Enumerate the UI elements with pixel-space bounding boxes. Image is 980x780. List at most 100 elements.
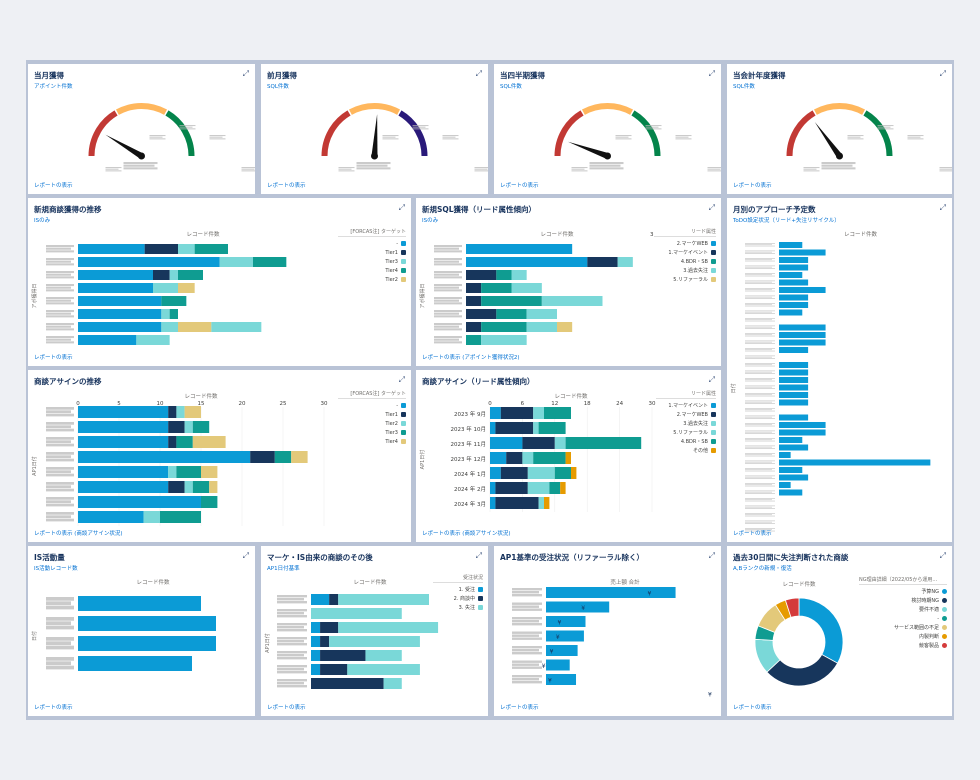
obscured-label-line	[46, 315, 74, 318]
legend-item[interactable]: -	[859, 614, 947, 623]
obscured-label-line	[877, 128, 894, 130]
chart-axis-title: レコード件数	[782, 580, 816, 588]
expand-icon[interactable]: ⤢	[398, 375, 405, 384]
legend-item[interactable]: Tier4	[338, 266, 406, 275]
legend-item[interactable]: Tier4	[338, 437, 406, 446]
bar-segment	[291, 451, 308, 463]
bar-segment	[549, 482, 561, 494]
legend-item[interactable]: 予算NG	[859, 587, 947, 596]
obscured-label-line	[46, 625, 74, 630]
view-report-link[interactable]: レポートの表示 (商談アサイン状況)	[422, 531, 511, 537]
obscured-label-line	[745, 266, 772, 268]
obscured-label-line	[745, 499, 772, 501]
expand-icon[interactable]: ⤢	[708, 551, 715, 560]
obscured-label-line	[745, 430, 775, 432]
view-report-link[interactable]: レポートの表示 (商談アサイン状況)	[34, 531, 123, 537]
bar-segment	[495, 482, 528, 494]
obscured-label-line	[939, 170, 952, 172]
expand-icon[interactable]: ⤢	[708, 69, 715, 78]
legend-item[interactable]: 3.過去失注	[654, 266, 716, 275]
legend-item[interactable]: Tier1	[338, 410, 406, 419]
obscured-label-line	[277, 671, 307, 674]
view-report-link[interactable]: レポートの表示	[267, 705, 306, 711]
x-tick-label: 30	[321, 401, 328, 407]
view-report-link[interactable]: レポートの表示	[34, 183, 73, 189]
x-tick-label: 12	[551, 401, 558, 407]
expand-icon[interactable]: ⤢	[939, 551, 946, 560]
expand-icon[interactable]: ⤢	[708, 203, 715, 212]
legend-item[interactable]: Tier2	[338, 419, 406, 428]
legend-item[interactable]: 競客製品	[859, 641, 947, 650]
gauge-needle	[371, 114, 378, 157]
expand-icon[interactable]: ⤢	[939, 69, 946, 78]
card-subtitle: IS活動レコード数	[34, 566, 78, 572]
bar-segment	[192, 421, 210, 433]
obscured-label-line	[338, 170, 355, 172]
view-report-link[interactable]: レポートの表示	[34, 355, 73, 361]
legend-swatch	[401, 277, 406, 282]
legend-item[interactable]: -	[338, 401, 406, 410]
view-report-link[interactable]: レポートの表示	[34, 705, 73, 711]
obscured-label	[46, 245, 74, 253]
legend-item[interactable]: 5.リファーラル	[656, 428, 716, 437]
legend-item[interactable]: 2. 商談中	[433, 594, 483, 603]
x-axis-title: レコード件数	[136, 578, 170, 586]
expand-icon[interactable]: ⤢	[939, 203, 946, 212]
expand-icon[interactable]: ⤢	[475, 551, 482, 560]
expand-icon[interactable]: ⤢	[242, 551, 249, 560]
legend-item[interactable]: Tier3	[338, 257, 406, 266]
bar-segment	[466, 296, 482, 306]
legend-item[interactable]: その他	[656, 446, 716, 455]
legend-item[interactable]: 1. 受注	[433, 585, 483, 594]
obscured-label-line	[745, 295, 775, 297]
obscured-label-line	[745, 288, 775, 289]
gauge-chart	[554, 103, 721, 172]
view-report-link[interactable]: レポートの表示	[267, 183, 306, 189]
legend-item[interactable]: 2.マーケWEB	[656, 410, 716, 419]
legend-item[interactable]: 3.過去失注	[656, 419, 716, 428]
bar-segment	[78, 616, 216, 631]
bar-segment	[250, 451, 275, 463]
expand-icon[interactable]: ⤢	[708, 375, 715, 384]
legend-item[interactable]: 検討時期NG	[859, 596, 947, 605]
view-report-link[interactable]: レポートの表示	[500, 183, 539, 189]
bar-segment	[168, 481, 185, 493]
expand-icon[interactable]: ⤢	[475, 69, 482, 78]
legend-item[interactable]: 2.マーケWEB	[654, 239, 716, 248]
view-report-link[interactable]: レポートの表示	[500, 705, 539, 711]
legend-item[interactable]: 1.マーケイベント	[656, 401, 716, 410]
legend-label: 予算NG	[921, 589, 939, 595]
legend-item[interactable]: 1.マーケイベント	[654, 248, 716, 257]
bar-segment	[495, 497, 539, 509]
legend-label: 5.リファーラル	[673, 277, 708, 283]
obscured-label-line	[105, 170, 122, 172]
view-report-link[interactable]: レポートの表示 (アポイント獲得状況2)	[422, 355, 520, 361]
legend-item[interactable]: Tier3	[338, 428, 406, 437]
legend-item[interactable]: 5.リファーラル	[654, 275, 716, 284]
legend-item[interactable]: 内製判断	[859, 632, 947, 641]
view-report-link[interactable]: レポートの表示	[733, 183, 772, 189]
legend-item[interactable]: 3. 失注	[433, 603, 483, 612]
legend-item[interactable]: Tier1	[338, 248, 406, 257]
obscured-label-line	[745, 470, 775, 472]
legend-item[interactable]: 4.BDR・SB	[656, 437, 716, 446]
card-subtitle: ISのみ	[34, 218, 51, 224]
legend-label: 3. 失注	[458, 605, 475, 611]
obscured-label	[745, 468, 775, 472]
legend-item[interactable]: 4.BDR・SB	[654, 257, 716, 266]
expand-icon[interactable]: ⤢	[242, 69, 249, 78]
obscured-label	[512, 588, 542, 597]
obscured-label-line	[589, 162, 624, 165]
view-report-link[interactable]: レポートの表示	[733, 705, 772, 711]
obscured-label-line	[745, 424, 772, 426]
card-title: 過去30日間に失注判断された商談	[733, 553, 849, 562]
bar-segment	[779, 287, 826, 293]
view-report-link[interactable]: レポートの表示	[733, 531, 772, 537]
legend-item[interactable]: 要件不適	[859, 605, 947, 614]
legend-item[interactable]: -	[338, 239, 406, 248]
legend-item[interactable]: Tier2	[338, 275, 406, 284]
expand-icon[interactable]: ⤢	[398, 203, 405, 212]
legend-item[interactable]: サービス範囲の不足	[859, 623, 947, 632]
chart-legend: [FORCAS注] ターゲット - Tier1 Tier2 Tier3 Tier4	[338, 390, 406, 446]
obscured-label	[434, 336, 462, 344]
